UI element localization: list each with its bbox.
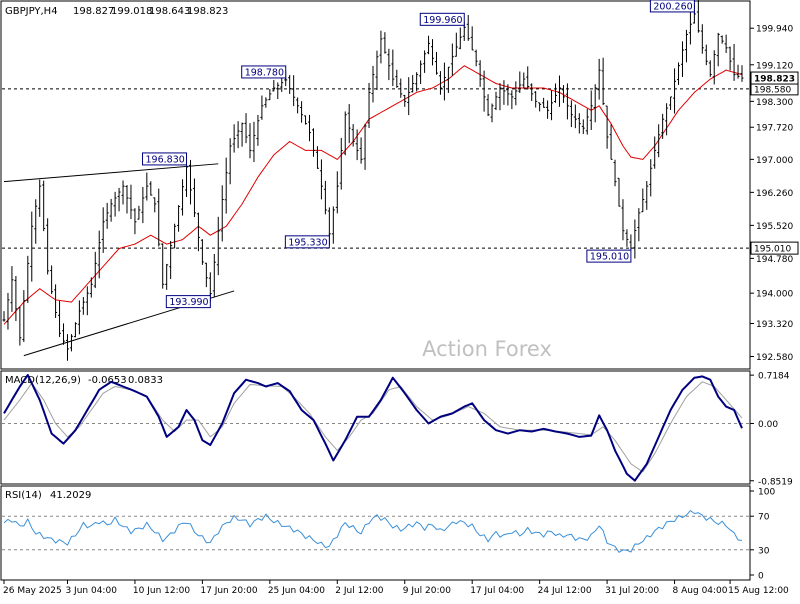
price-tick-label: 195.520 — [756, 222, 793, 232]
trendline — [3, 163, 219, 183]
level-label: 195.010 — [754, 245, 791, 255]
time-tick-label: 15 Aug 12:00 — [728, 586, 789, 596]
price-label: 198.780 — [245, 67, 284, 78]
rsi-line — [3, 510, 743, 553]
header-close: 198.823 — [187, 6, 228, 17]
header-high: 199.018 — [111, 6, 152, 17]
rsi-value: 41.2029 — [50, 490, 91, 501]
price-tick-label: 199.120 — [756, 61, 793, 71]
macd-panel-frame — [0, 370, 751, 485]
time-tick-label: 8 Aug 04:00 — [673, 586, 728, 596]
price-label: 195.330 — [288, 237, 327, 248]
header-low: 198.643 — [149, 6, 190, 17]
price-label-box — [284, 235, 330, 249]
price-tick-label: 194.000 — [756, 290, 793, 300]
rsi-line-layer — [3, 510, 743, 553]
rsi-tick-label: 100 — [758, 488, 775, 498]
rsi-panel: RSI(14) 41.2029 100 70 30 0 — [0, 485, 775, 582]
price-label: 195.010 — [590, 252, 629, 263]
price-panel-frame — [0, 0, 751, 370]
time-tick-label: 9 Jul 20:00 — [403, 586, 452, 596]
macd-tick-label: 0.00 — [758, 420, 778, 430]
price-label: 193.990 — [169, 297, 208, 308]
price-axis: 199.940 199.120 198.300 197.720 197.000 196.2… — [750, 25, 793, 363]
price-label: 199.960 — [423, 15, 462, 26]
price-tick-label: 198.300 — [756, 98, 793, 108]
price-tick-label: 193.320 — [756, 320, 793, 330]
price-label-box — [649, 0, 695, 13]
macd-main-line — [3, 374, 743, 482]
price-tick-label: 192.580 — [756, 353, 793, 363]
price-panel: Action Forex GBPJPY,H4 198.827 199.018 1… — [0, 0, 799, 370]
time-tick-label: 17 Jul 04:00 — [470, 586, 524, 596]
time-tick-label: 2 Jul 12:00 — [335, 586, 384, 596]
current-price-label: 198.823 — [754, 75, 795, 85]
header-open: 198.827 — [73, 6, 114, 17]
level-label-box — [750, 241, 799, 255]
watermark: Action Forex — [422, 337, 552, 361]
macd-signal-value: 0.0833 — [128, 375, 163, 386]
rsi-tick-label: 70 — [758, 513, 770, 523]
price-tick-label: 197.000 — [756, 156, 793, 166]
rsi-tick-label: 0 — [758, 572, 764, 582]
moving-average-line — [3, 65, 743, 325]
price-labels: 196.830 193.990 198.780 195.330 199.960 195.0… — [142, 0, 695, 309]
price-layer — [2, 0, 744, 361]
symbol-label: GBPJPY,H4 — [5, 6, 58, 17]
price-tick-label: 197.720 — [756, 124, 793, 134]
macd-label: MACD(12,26,9) — [5, 375, 81, 386]
price-label-box — [241, 65, 287, 79]
price-label: 196.830 — [146, 154, 185, 165]
time-tick-label: 31 Jul 20:00 — [605, 586, 659, 596]
rsi-axis: 100 70 30 0 — [750, 488, 775, 582]
macd-tick-label: -0.8519 — [758, 477, 793, 487]
macd-panel: MACD(12,26,9) -0.0653 0.0833 0.7184 0.00 -… — [0, 370, 793, 487]
price-label-box — [419, 12, 465, 26]
price-label: 200.260 — [653, 1, 692, 12]
price-tick-label: 196.260 — [756, 189, 793, 199]
horizontal-levels: 198.580 195.010 198.823 — [2, 71, 799, 255]
macd-axis: 0.7184 0.00 -0.8519 — [750, 372, 793, 487]
time-axis: 26 May 2025 3 Jun 04:00 10 Jun 12:00 17 Jun… — [3, 580, 789, 596]
rsi-label: RSI(14) — [5, 490, 42, 501]
level-label: 198.580 — [754, 85, 791, 95]
time-tick-label: 10 Jun 12:00 — [133, 586, 190, 596]
price-label-box — [165, 295, 211, 309]
moving-average-layer — [3, 65, 743, 325]
chart-header: GBPJPY,H4 198.827 199.018 198.643 198.82… — [5, 6, 228, 17]
time-tick-label: 26 May 2025 — [3, 586, 62, 596]
price-tick-label: 194.780 — [756, 255, 793, 265]
rsi-panel-frame — [0, 485, 751, 581]
time-tick-label: 3 Jun 04:00 — [65, 586, 117, 596]
current-price-box — [750, 71, 799, 85]
time-tick-label: 17 Jun 20:00 — [200, 586, 257, 596]
rsi-tick-label: 30 — [758, 546, 770, 556]
time-tick-label: 24 Jul 12:00 — [538, 586, 592, 596]
macd-tick-label: 0.7184 — [758, 372, 790, 382]
time-tick-label: 25 Jun 04:00 — [268, 586, 325, 596]
macd-main-value: -0.0653 — [88, 375, 127, 386]
price-tick-label: 199.940 — [756, 25, 793, 35]
macd-lines — [3, 374, 743, 482]
price-label-box — [586, 249, 632, 263]
price-label-box — [142, 152, 188, 166]
